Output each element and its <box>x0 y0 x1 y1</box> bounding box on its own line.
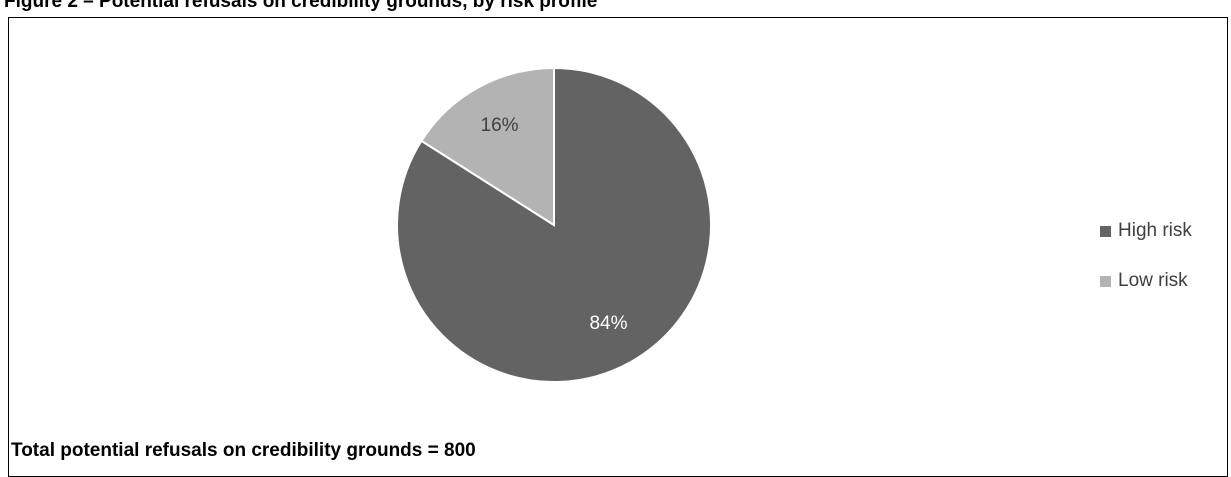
pie-chart: 84% 16% <box>396 66 712 383</box>
legend-item-high-risk: High risk <box>1100 218 1192 244</box>
legend-item-low-risk: Low risk <box>1100 268 1192 294</box>
figure-title: Figure 2 – Potential refusals on credibi… <box>4 0 598 12</box>
legend-swatch-high-risk <box>1100 225 1111 237</box>
pie-slice-low-risk <box>420 66 555 227</box>
pie-labels: 84% 16% <box>481 115 628 334</box>
chart-footnote: Total potential refusals on credibility … <box>11 440 476 461</box>
legend-label-high-risk: High risk <box>1118 220 1192 241</box>
data-label-high-risk: 84% <box>589 313 627 334</box>
legend-swatch-low-risk <box>1100 275 1111 287</box>
legend: High risk Low risk <box>1100 218 1192 318</box>
legend-label-low-risk: Low risk <box>1118 270 1188 291</box>
data-label-low-risk: 16% <box>481 115 519 136</box>
pie-slices <box>396 66 712 383</box>
